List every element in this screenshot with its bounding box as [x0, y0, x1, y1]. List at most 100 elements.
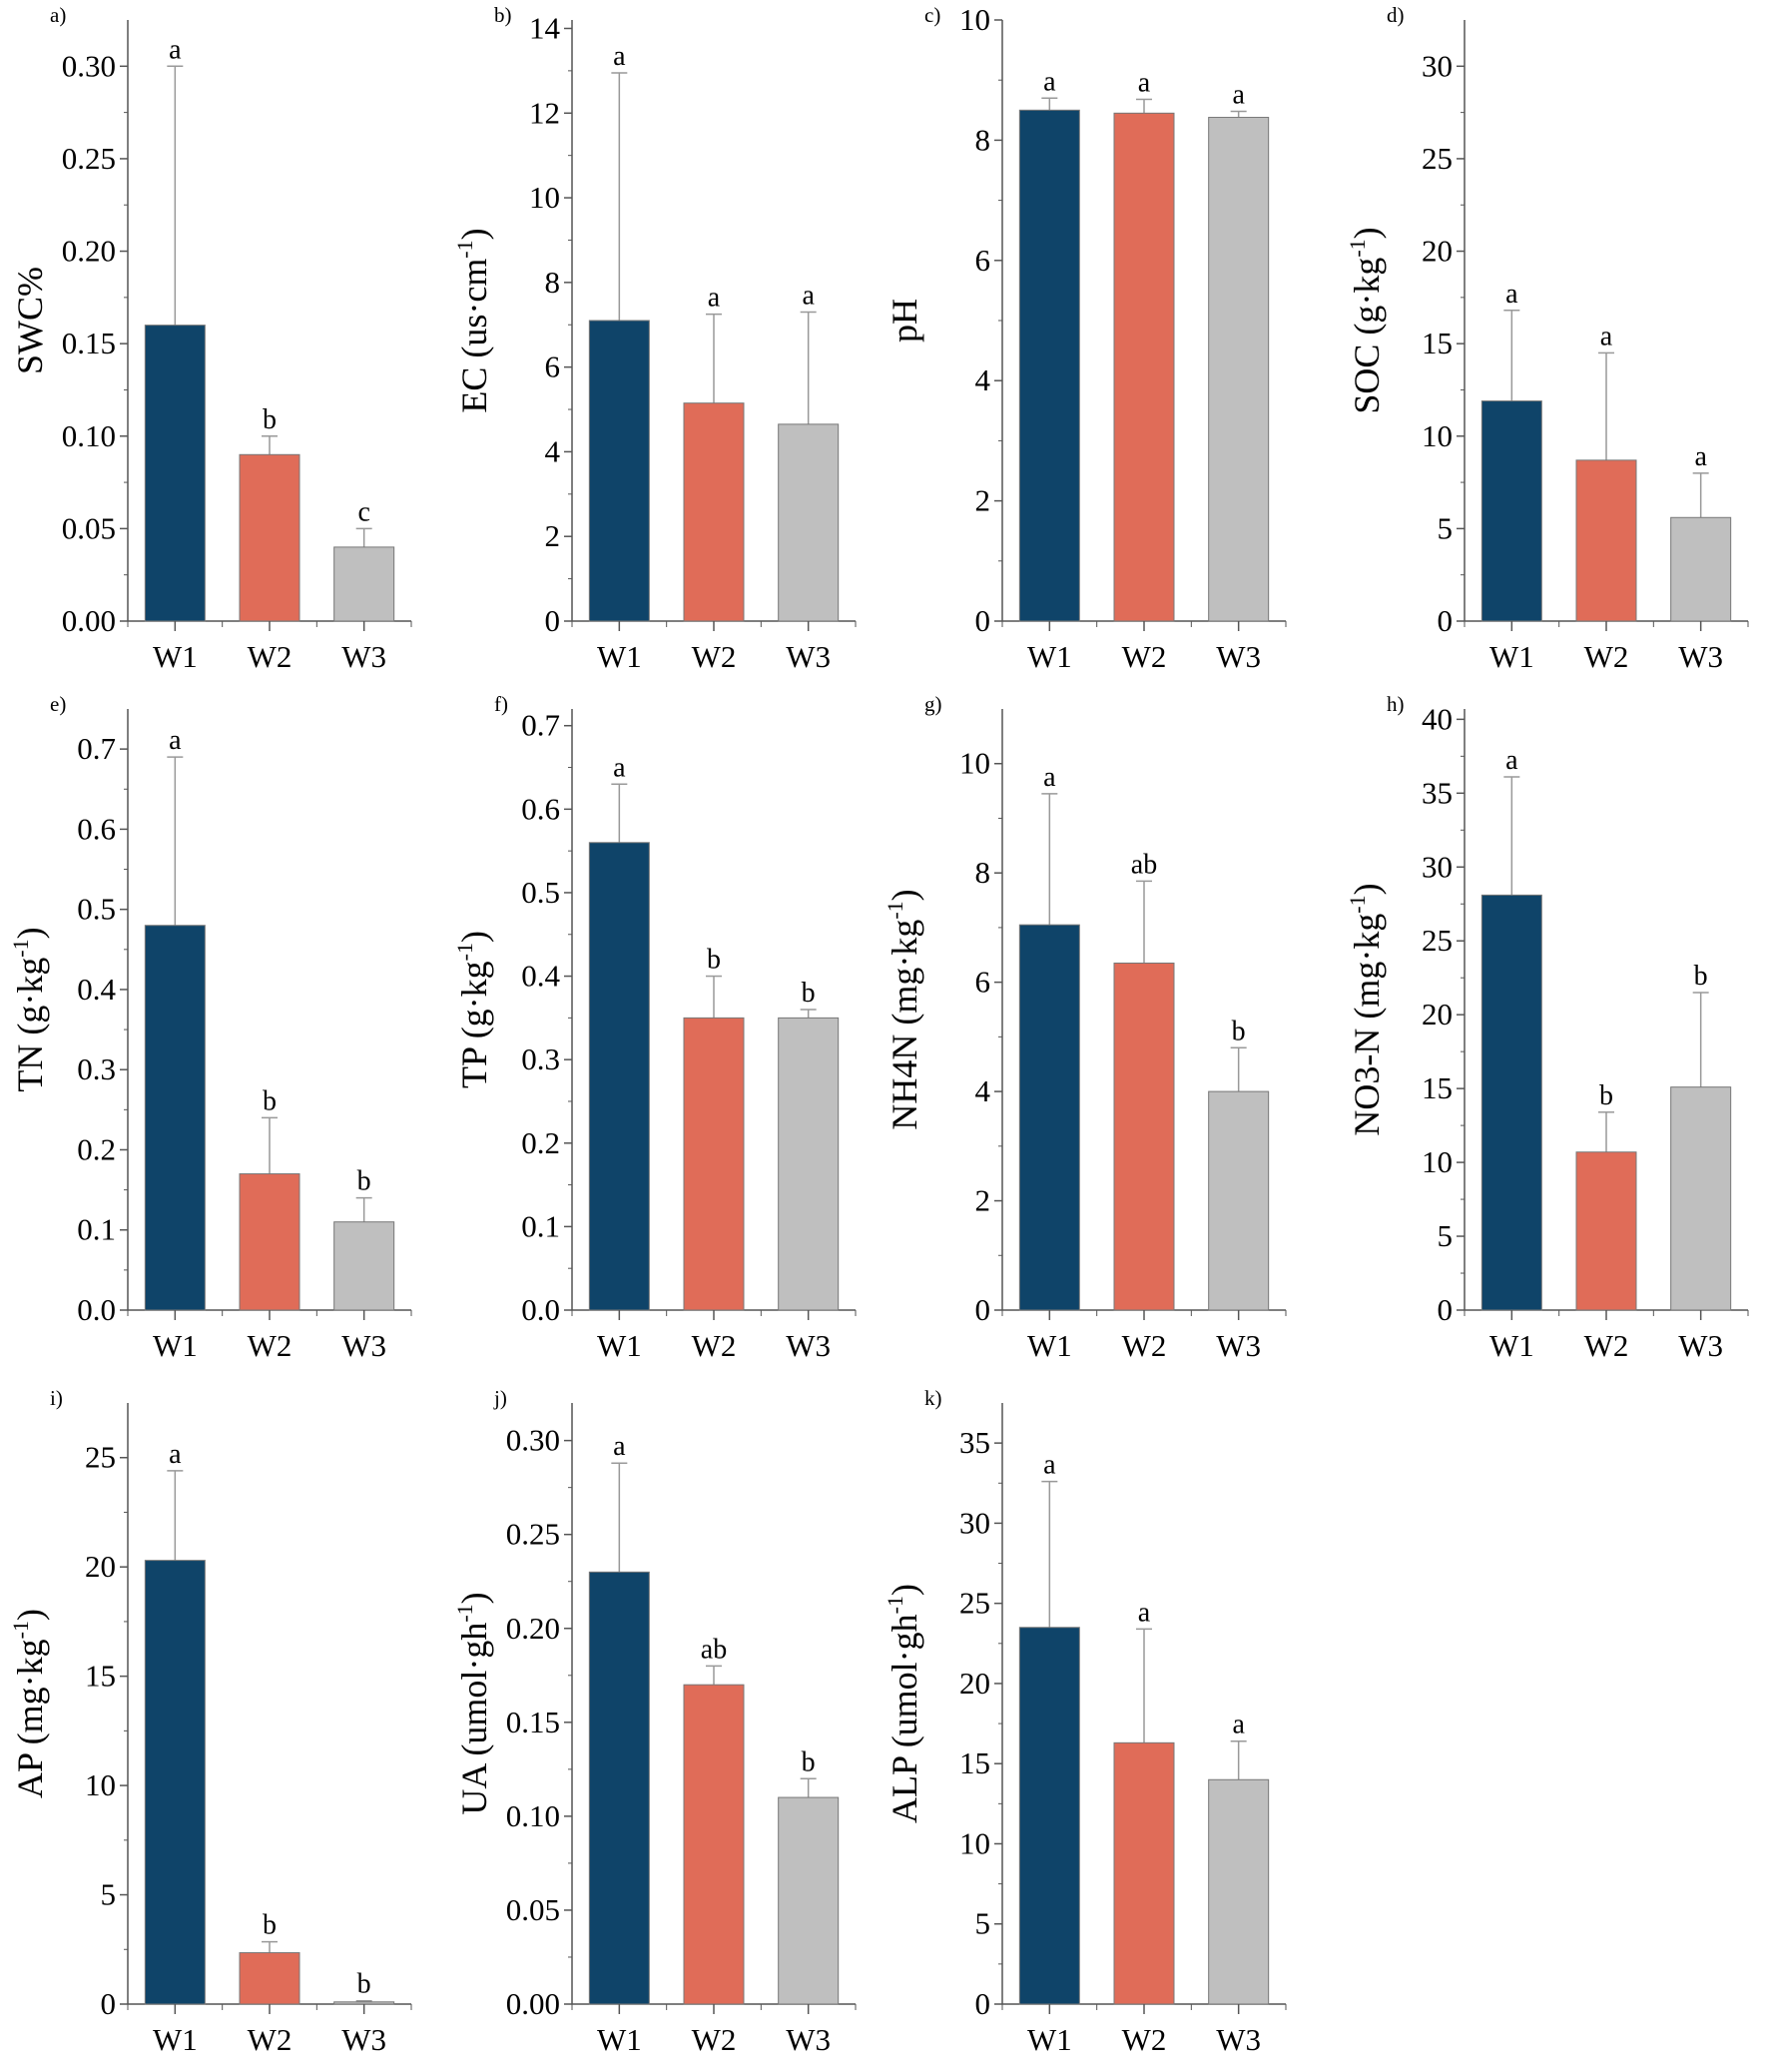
- x-tick-label: W1: [1027, 1328, 1072, 1363]
- y-tick-label: 35: [1422, 775, 1453, 810]
- significance-letter: a: [1694, 441, 1707, 472]
- significance-letter: b: [263, 404, 277, 435]
- significance-letter: a: [1043, 66, 1056, 97]
- significance-letter: b: [707, 945, 721, 976]
- panel-label: a): [50, 3, 66, 27]
- x-tick-label: W3: [1216, 1328, 1261, 1363]
- bar-w1: [1018, 109, 1080, 622]
- panel-label: g): [924, 692, 942, 716]
- y-tick-label: 20: [1422, 234, 1453, 269]
- y-tick-label: 25: [959, 1586, 990, 1621]
- bar-w3: [1670, 1086, 1732, 1311]
- significance-letter: b: [357, 1166, 371, 1197]
- bar-w3: [778, 1017, 840, 1311]
- y-tick-label: 0.10: [62, 418, 116, 453]
- y-axis-label: UA (umol·gh-1): [452, 1592, 494, 1814]
- chart-panel: b) 0 2 4 6 8 10 12 14 EC (us·cm-1) a W1 a W2 a W3: [452, 3, 857, 674]
- bar-w2: [239, 1952, 300, 2005]
- significance-letter: a: [1232, 80, 1245, 111]
- bar-w2: [1575, 459, 1637, 622]
- chart-panel: k) 0 5 10 15 20 25 30 35 ALP (umol·gh-1) a W1 a W2 a W3: [883, 1386, 1287, 2057]
- significance-letter: a: [613, 41, 626, 72]
- significance-letter: a: [1232, 1710, 1245, 1740]
- x-tick-label: W2: [692, 639, 737, 674]
- y-tick-label: 0.7: [521, 708, 560, 743]
- y-tick-label: 0: [1438, 1292, 1454, 1327]
- significance-letter: a: [613, 1431, 626, 1462]
- panel-label: c): [924, 3, 940, 27]
- x-tick-label: W2: [692, 2022, 737, 2057]
- bar-w2: [239, 453, 300, 622]
- bar-w2: [683, 1684, 745, 2005]
- y-tick-label: 8: [975, 122, 991, 157]
- y-tick-label: 6: [545, 349, 561, 384]
- x-tick-label: W1: [597, 1328, 642, 1363]
- y-tick-label: 2: [975, 1183, 991, 1218]
- y-tick-label: 10: [1422, 1144, 1453, 1179]
- chart-panel: g) 0 2 4 6 8 10 NH4N (mg·kg-1) a W1 ab W2 b W3: [883, 692, 1287, 1363]
- y-tick-label: 15: [85, 1659, 116, 1694]
- y-tick-label: 30: [959, 1505, 990, 1540]
- y-tick-label: 10: [1422, 418, 1453, 453]
- x-tick-label: W2: [692, 1328, 737, 1363]
- significance-letter: a: [802, 281, 815, 312]
- y-tick-label: 35: [959, 1425, 990, 1460]
- y-tick-label: 25: [1422, 923, 1453, 958]
- x-tick-label: W1: [1027, 2022, 1072, 2057]
- x-tick-label: W2: [248, 639, 293, 674]
- chart-panel: a) 0.00 0.05 0.10 0.15 0.20 0.25 0.30 SWC% a W1 b W2…: [10, 3, 412, 674]
- significance-letter: b: [1232, 1016, 1246, 1046]
- bar-w3: [333, 1221, 395, 1311]
- significance-letter: a: [169, 725, 182, 756]
- y-tick-label: 0.0: [521, 1292, 560, 1327]
- x-tick-label: W1: [153, 2022, 198, 2057]
- y-axis-label: AP (mg·kg-1): [8, 1609, 50, 1798]
- y-tick-label: 0.6: [521, 791, 560, 826]
- panel-label: h): [1387, 692, 1405, 716]
- significance-letter: b: [802, 978, 816, 1009]
- bar-w3: [778, 1796, 840, 2005]
- significance-letter: a: [169, 1439, 182, 1470]
- y-tick-label: 0.1: [521, 1208, 560, 1243]
- significance-letter: b: [1694, 961, 1708, 992]
- y-tick-label: 0: [545, 603, 561, 638]
- y-tick-label: 10: [959, 2, 990, 37]
- significance-letter: a: [1138, 67, 1151, 98]
- x-tick-label: W1: [597, 2022, 642, 2057]
- significance-letter: a: [708, 283, 721, 314]
- y-tick-label: 0.30: [62, 48, 116, 83]
- y-axis-label: ALP (umol·gh-1): [883, 1584, 924, 1823]
- bar-w1: [1018, 1627, 1080, 2005]
- bar-w3: [1670, 516, 1732, 622]
- panel-label: i): [50, 1386, 63, 1410]
- bar-w1: [1480, 400, 1542, 622]
- panel-label: e): [50, 692, 66, 716]
- x-tick-label: W3: [786, 1328, 831, 1363]
- y-tick-label: 8: [545, 265, 561, 300]
- y-tick-label: 10: [959, 1825, 990, 1860]
- bar-w1: [144, 325, 206, 622]
- x-tick-label: W2: [248, 1328, 293, 1363]
- y-tick-label: 0.6: [77, 811, 116, 846]
- chart-panel: h) 0 5 10 15 20 25 30 35 40 NO3-N (mg·kg-1) a W1 b W2 b…: [1345, 692, 1749, 1363]
- y-tick-label: 0.1: [77, 1212, 116, 1247]
- y-tick-label: 30: [1422, 48, 1453, 83]
- x-tick-label: W2: [1122, 1328, 1167, 1363]
- y-tick-label: 6: [975, 965, 991, 1000]
- bar-w2: [239, 1173, 300, 1311]
- y-tick-label: 5: [101, 1877, 117, 1912]
- x-tick-label: W1: [597, 639, 642, 674]
- y-tick-label: 0.2: [77, 1131, 116, 1166]
- x-tick-label: W2: [1584, 639, 1629, 674]
- y-tick-label: 20: [959, 1666, 990, 1701]
- bar-w2: [683, 1017, 745, 1311]
- y-tick-label: 0.15: [506, 1705, 560, 1739]
- y-tick-label: 0.4: [521, 959, 560, 994]
- y-tick-label: 0: [1438, 603, 1454, 638]
- bar-w2: [1575, 1151, 1637, 1311]
- significance-letter: a: [1505, 745, 1518, 776]
- bar-w1: [1480, 894, 1542, 1311]
- significance-letter: a: [1043, 762, 1056, 793]
- x-tick-label: W3: [1678, 1328, 1723, 1363]
- x-tick-label: W1: [153, 639, 198, 674]
